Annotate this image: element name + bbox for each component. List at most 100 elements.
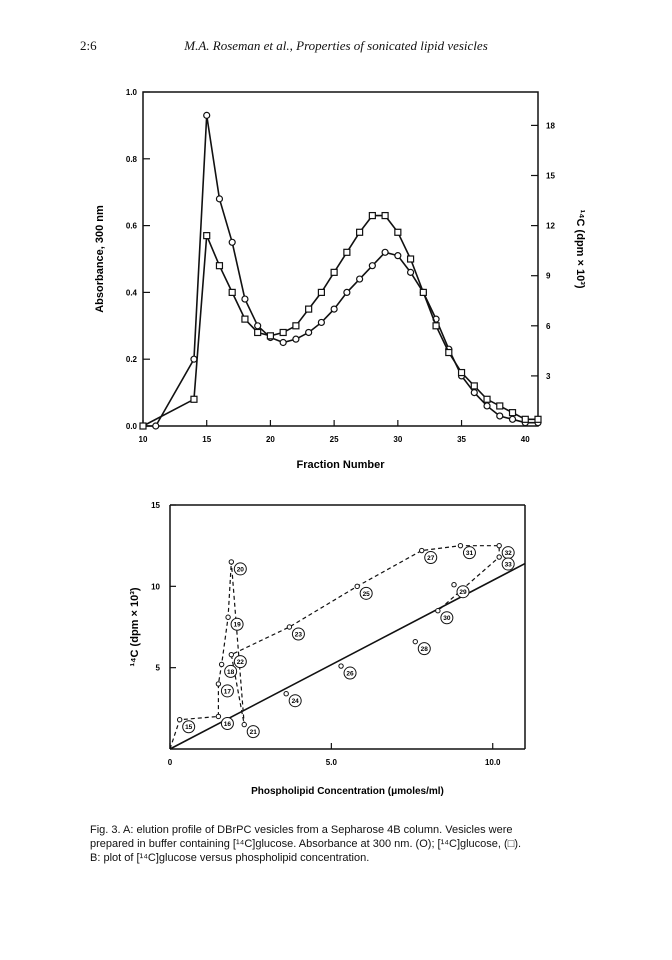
- glucose-point: [241, 315, 249, 323]
- absorbance-point: [152, 422, 160, 430]
- point-label-ring: [291, 627, 305, 641]
- y-tick-label: 0.4: [126, 288, 138, 297]
- y2-axis-label: ¹⁴C (dpm × 10³): [574, 209, 586, 288]
- absorbance-point: [368, 262, 376, 270]
- point-label: 33: [505, 562, 513, 569]
- point-label-ring: [230, 617, 244, 631]
- glucose-point: [521, 415, 529, 423]
- absorbance-point: [406, 268, 415, 276]
- x-tick-label: 40: [521, 435, 530, 444]
- point-label: 17: [224, 688, 232, 695]
- data-point: [457, 542, 464, 549]
- page-number: 2:6: [80, 38, 97, 53]
- y-tick-label: 1.0: [126, 88, 138, 97]
- point-label: 21: [250, 729, 258, 736]
- glucose-point: [368, 211, 376, 220]
- point-label: 23: [295, 632, 303, 639]
- running-title: M.A. Roseman et al., Properties of sonic…: [184, 38, 488, 53]
- data-point: [354, 583, 360, 590]
- y2-tick-label: 12: [546, 222, 555, 231]
- x-tick-label: 35: [457, 435, 466, 444]
- caption-line-3: B: plot of [¹⁴C]glucose versus phospholi…: [90, 852, 370, 864]
- absorbance-point: [241, 295, 249, 303]
- absorbance-point: [215, 195, 224, 203]
- glucose-point: [292, 322, 300, 330]
- point-label-ring: [417, 642, 431, 656]
- point-label: 18: [227, 669, 235, 676]
- x-tick-label: 15: [202, 435, 211, 444]
- data-point: [215, 713, 222, 720]
- data-point: [218, 661, 225, 668]
- point-label-ring: [182, 720, 196, 734]
- data-point: [228, 651, 235, 658]
- absorbance-point: [343, 288, 351, 296]
- point-label: 24: [292, 698, 300, 705]
- glucose-point: [457, 368, 466, 377]
- point-label: 27: [427, 555, 435, 562]
- x-tick-label: 5.0: [326, 758, 338, 767]
- absorbance-point: [317, 318, 325, 327]
- absorbance-point: [279, 338, 287, 347]
- figure-caption: Fig. 3. A: elution profile of DBrPC vesi…: [90, 823, 590, 865]
- point-label-ring: [359, 586, 373, 600]
- point-label: 28: [421, 646, 429, 653]
- caption-line-2: prepared in buffer containing [¹⁴C]gluco…: [90, 838, 522, 850]
- glucose-point: [139, 422, 147, 430]
- glucose-point: [343, 248, 351, 256]
- panel-a-frame: [142, 91, 539, 427]
- data-point: [225, 614, 231, 620]
- point-label-ring: [288, 694, 302, 708]
- glucose-point: [330, 268, 338, 276]
- y2-tick-label: 6: [546, 322, 551, 331]
- glucose-point: [279, 328, 287, 337]
- data-point: [496, 542, 502, 549]
- page-header: 2:6 M.A. Roseman et al., Properties of s…: [0, 38, 672, 58]
- x-tick-label: 10.0: [485, 758, 501, 767]
- glucose-point: [496, 402, 504, 410]
- x-axis-label: Fraction Number: [296, 459, 385, 471]
- point-label-ring: [233, 655, 247, 669]
- point-label: 19: [233, 622, 241, 629]
- point-label: 26: [346, 671, 354, 678]
- point-label-ring: [440, 611, 454, 625]
- point-label: 20: [237, 566, 245, 573]
- glucose-point: [228, 288, 236, 296]
- glucose-point: [406, 255, 415, 263]
- glucose-point: [394, 228, 402, 236]
- point-label-ring: [224, 664, 238, 678]
- glucose-point: [215, 262, 224, 270]
- data-point: [451, 582, 457, 588]
- y-tick-label: 0.2: [126, 355, 138, 364]
- absorbance-point: [190, 355, 198, 363]
- data-point: [283, 690, 289, 697]
- dashed-curve: [169, 545, 500, 750]
- point-label-ring: [233, 562, 247, 576]
- absorbance-point: [508, 415, 517, 423]
- data-point: [228, 559, 235, 565]
- absorbance-point: [292, 335, 300, 343]
- glucose-point: [203, 232, 211, 240]
- glucose-point: [483, 395, 491, 403]
- point-label-ring: [246, 725, 260, 739]
- y-tick-label: 5: [156, 664, 161, 673]
- y2-tick-label: 18: [546, 121, 555, 130]
- data-point: [338, 663, 344, 669]
- glucose-point: [317, 288, 325, 296]
- panel-b-chart: 0 5.0 10.0 5 10 15 Phospholipid Concentration …: [129, 501, 526, 797]
- data-point: [176, 717, 183, 723]
- x-tick-label: 25: [330, 435, 339, 444]
- panel-a-chart: 10 15 20 25 30 35 40 0.0 0.2 0.4 0.6 0.8 1.0 3 6 9 12 15 1…: [94, 88, 586, 471]
- y-tick-label: 0.0: [126, 422, 138, 431]
- data-point: [412, 638, 418, 645]
- glucose-point: [432, 322, 440, 330]
- absorbance-point: [496, 412, 504, 420]
- point-label-ring: [343, 666, 357, 680]
- glucose-point: [190, 395, 198, 403]
- absorbance-point: [381, 248, 389, 256]
- y2-tick-label: 15: [546, 172, 555, 181]
- y-tick-label: 15: [151, 501, 160, 510]
- glucose-point: [305, 305, 313, 313]
- point-label: 30: [443, 615, 451, 622]
- absorbance-point: [394, 252, 402, 260]
